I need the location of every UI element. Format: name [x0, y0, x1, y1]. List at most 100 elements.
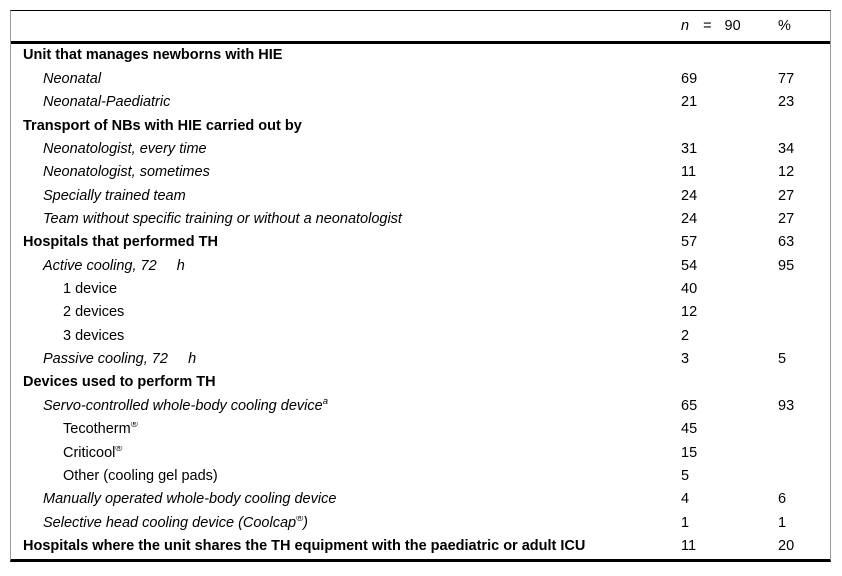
row-label: 3 devices: [11, 329, 679, 344]
row-label: Tecotherm®: [11, 422, 679, 437]
row-label-text: Transport of NBs with HIE carried out by: [23, 118, 302, 133]
column-header-percent: %: [778, 18, 791, 34]
row-label: Neonatal-Paediatric: [11, 95, 679, 110]
table-row: Neonatal 69 77: [11, 67, 830, 90]
table-row: Transport of NBs with HIE carried out by: [11, 114, 830, 137]
column-header-n: n = 90: [679, 18, 778, 34]
row-label-text: Servo-controlled whole-body cooling devi…: [43, 398, 323, 414]
equals-sign: =: [703, 18, 712, 34]
row-label-text: Neonatal-Paediatric: [43, 95, 171, 110]
row-pct-value: 12: [778, 164, 795, 181]
row-n-value: 2: [681, 327, 690, 344]
row-n-value: 24: [681, 210, 698, 227]
row-label: Neonatal: [11, 72, 679, 87]
table-row: Neonatologist, every time 31 34: [11, 137, 830, 160]
table-row: 2 devices 12: [11, 301, 830, 324]
row-label-text: Unit that manages newborns with HIE: [23, 48, 283, 63]
row-pct-value: 20: [778, 537, 795, 554]
row-pct-value: 77: [778, 70, 795, 87]
row-label-superscript: a: [322, 398, 328, 407]
row-label-text: 3 devices: [63, 328, 125, 344]
row-pct-value: 1: [778, 514, 787, 531]
row-n-value: 31: [681, 140, 698, 157]
row-n-value: 40: [681, 281, 698, 298]
table-row: Neonatologist, sometimes 11 12: [11, 161, 830, 184]
total-count: 90: [724, 18, 741, 34]
table-row: Passive cooling, 72 h 3 5: [11, 348, 830, 371]
table-row: Servo-controlled whole-body cooling devi…: [11, 394, 830, 417]
row-n-value: 45: [681, 421, 698, 438]
table-row: Active cooling, 72 h 54 95: [11, 254, 830, 277]
row-n-value: 12: [681, 304, 698, 321]
table-row: Unit that manages newborns with HIE: [11, 44, 830, 67]
table-row: Neonatal-Paediatric 21 23: [11, 91, 830, 114]
table-row: Devices used to perform TH: [11, 371, 830, 394]
row-label: 1 device: [11, 282, 679, 297]
results-table: n = 90 % Unit that manages newborns with…: [10, 10, 831, 562]
row-label-text: 2 devices: [63, 305, 125, 320]
row-label: Hospitals that performed TH: [11, 235, 679, 250]
row-n-value: 57: [681, 234, 698, 251]
row-label-text: Neonatologist, sometimes: [43, 165, 210, 180]
table-row: Specially trained team 24 27: [11, 184, 830, 207]
row-n-value: 65: [681, 397, 698, 414]
row-label: Neonatologist, every time: [11, 142, 679, 157]
row-pct-value: 27: [778, 187, 795, 204]
row-pct-value: 34: [778, 140, 795, 157]
row-n-value: 15: [681, 444, 698, 461]
row-label: Criticool®: [11, 446, 679, 461]
row-label-text: Specially trained team: [43, 188, 186, 204]
row-label-text: Neonatologist, every time: [43, 141, 207, 157]
row-label-text: Tecotherm: [63, 422, 131, 437]
row-label: Selective head cooling device (Coolcap®): [11, 516, 679, 531]
row-label-suffix: ): [303, 515, 308, 531]
row-pct-value: 27: [778, 210, 795, 227]
row-pct-value: 93: [778, 397, 795, 414]
row-label: Servo-controlled whole-body cooling devi…: [11, 399, 679, 414]
row-label-text: Passive cooling, 72 h: [43, 352, 197, 367]
row-label: 2 devices: [11, 305, 679, 320]
row-n-value: 24: [681, 187, 698, 204]
row-label: Manually operated whole-body cooling dev…: [11, 492, 679, 507]
row-pct-value: 23: [778, 94, 795, 111]
row-n-value: 1: [681, 514, 690, 531]
row-n-value: 5: [681, 467, 690, 484]
row-n-value: 54: [681, 257, 698, 274]
row-label-text: Neonatal: [43, 71, 102, 87]
row-pct-value: 63: [778, 234, 795, 251]
row-label-text: Hospitals where the unit shares the TH e…: [23, 538, 586, 554]
row-n-value: 11: [681, 537, 697, 554]
row-label: Transport of NBs with HIE carried out by: [11, 119, 679, 134]
row-label-superscript: ®: [296, 515, 304, 524]
row-label: Neonatologist, sometimes: [11, 165, 679, 180]
table-row: Other (cooling gel pads) 5: [11, 464, 830, 487]
row-label-text: Active cooling, 72 h: [43, 258, 185, 274]
row-label-superscript: ®: [130, 422, 138, 431]
row-n-value: 11: [681, 164, 697, 181]
row-label: Team without specific training or withou…: [11, 212, 679, 227]
table-header-row: n = 90 %: [11, 11, 830, 44]
n-symbol: n: [681, 18, 690, 34]
table-row: Tecotherm® 45: [11, 418, 830, 441]
table-row: 1 device 40: [11, 278, 830, 301]
row-pct-value: 5: [778, 351, 787, 368]
row-label: Specially trained team: [11, 189, 679, 204]
row-label-superscript: ®: [115, 445, 123, 454]
row-label-text: Team without specific training or withou…: [43, 211, 402, 227]
row-label-text: Manually operated whole-body cooling dev…: [43, 492, 337, 507]
row-label-text: Criticool: [63, 445, 116, 461]
row-label: Hospitals where the unit shares the TH e…: [11, 539, 679, 554]
row-label-text: Devices used to perform TH: [23, 375, 216, 390]
table-row: Hospitals where the unit shares the TH e…: [11, 535, 830, 558]
row-label-text: Other (cooling gel pads): [63, 468, 218, 484]
row-n-value: 3: [681, 351, 690, 368]
table-row: Selective head cooling device (Coolcap®)…: [11, 511, 830, 534]
row-n-value: 4: [681, 491, 690, 508]
table-row: Team without specific training or withou…: [11, 208, 830, 231]
row-label: Unit that manages newborns with HIE: [11, 48, 679, 63]
row-label: Passive cooling, 72 h: [11, 352, 679, 367]
row-pct-value: 6: [778, 491, 787, 508]
row-n-value: 69: [681, 70, 698, 87]
row-pct-value: 95: [778, 257, 795, 274]
row-label: Active cooling, 72 h: [11, 259, 679, 274]
